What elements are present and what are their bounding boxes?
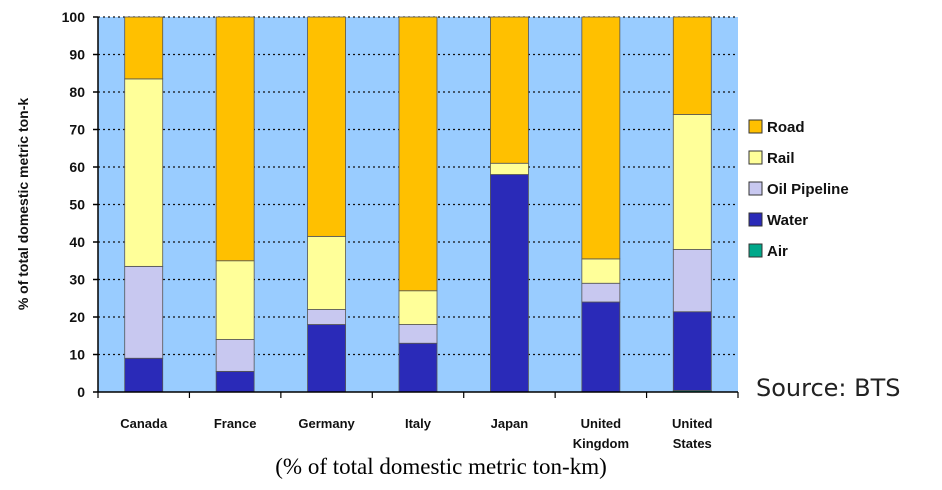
legend-label-oil-pipeline: Oil Pipeline [767,181,849,198]
caption-text: (% of total domestic metric ton-km) [275,454,607,479]
y-tick-label-50: 50 [69,197,85,213]
y-tick-label-20: 20 [69,309,85,325]
chart-caption: (% of total domestic metric ton-km) [0,454,942,480]
bar-france-oil-pipeline [215,339,255,372]
legend-swatch-air [748,243,763,258]
y-tick-label-0: 0 [77,384,85,400]
y-tick-label-60: 60 [69,159,85,175]
bar-italy-road [398,16,438,292]
bar-germany-road [307,16,346,237]
bar-france-water [215,370,255,393]
x-category-label: Japan [491,416,529,431]
bar-united-states-road [672,16,712,115]
bar-canada-water [124,357,164,393]
axes [93,16,739,398]
legend-swatch-rail [748,150,763,165]
legend-swatch-road [748,119,763,134]
x-category-label: United [581,416,622,431]
bar-united-kingdom-oil-pipeline [581,282,621,303]
x-category-label: United [672,416,713,431]
legend-label-water: Water [767,212,808,229]
bar-italy-rail [398,290,438,325]
x-category-label: Germany [298,416,355,431]
bar-japan-water [490,174,529,393]
legend-label-air: Air [767,243,788,260]
bar-germany-rail [307,235,346,310]
bar-united-kingdom-road [581,16,621,260]
y-tick-labels: 0 10 20 30 40 50 60 70 80 90 100 [62,9,86,400]
legend-swatch-water [748,212,763,227]
bar-france-road [215,16,255,262]
y-tick-label-80: 80 [69,84,85,100]
bar-italy-water [398,342,438,393]
bar-stacks [124,16,712,393]
x-category-label: Italy [405,416,432,431]
y-tick-label-100: 100 [62,9,86,25]
y-tick-label-40: 40 [69,234,85,250]
bar-france-rail [215,260,255,340]
x-category-label: France [214,416,257,431]
x-category-labels: Canada France Germany Italy Japan United Kingd… [120,416,712,451]
legend: Road Rail Oil Pipeline Water Air [748,119,849,260]
x-category-label: Kingdom [573,436,629,451]
bar-united-states-oil-pipeline [672,249,712,313]
legend-swatch-oil-pipeline [748,181,763,196]
y-tick-label-90: 90 [69,47,85,63]
bar-japan-road [490,16,529,164]
legend-label-rail: Rail [767,150,795,167]
bar-united-kingdom-water [581,301,621,393]
y-axis-label: % of total domestic metric ton-k [15,98,31,311]
bar-canada-oil-pipeline [124,265,164,359]
bar-canada-rail [124,78,164,267]
bar-united-kingdom-rail [581,258,621,284]
bar-canada-road [124,16,164,80]
y-tick-label-70: 70 [69,122,85,138]
bar-united-states-rail [672,114,712,250]
bar-germany-oil-pipeline [307,309,346,325]
bar-italy-oil-pipeline [398,324,438,344]
bar-united-states-water [672,311,712,391]
legend-label-road: Road [767,119,805,136]
x-category-label: Canada [120,416,168,431]
y-tick-label-30: 30 [69,272,85,288]
bar-germany-water [307,324,346,393]
y-tick-label-10: 10 [69,347,85,363]
x-category-label: States [673,436,712,451]
bar-japan-rail [490,162,529,175]
source-note: Source: BTS [756,374,901,402]
